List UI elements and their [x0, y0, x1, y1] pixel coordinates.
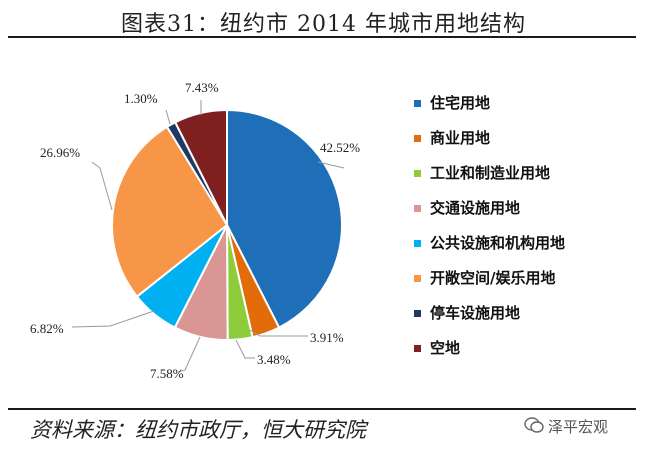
legend-swatch [414, 240, 421, 247]
data-label: 7.58% [150, 366, 184, 381]
legend-swatch [414, 100, 421, 107]
leader-line [71, 310, 155, 328]
legend-swatch [414, 275, 421, 282]
leader-line [317, 161, 345, 169]
legend-label: 空地 [430, 339, 460, 357]
data-label: 3.48% [257, 352, 291, 367]
data-labels: 42.52% 3.91% 3.48% 7.58% 6.82% 26.96% 1.30% 7.4… [30, 80, 360, 381]
legend-swatch [414, 170, 421, 177]
legend-label: 公共设施和机构用地 [430, 234, 565, 252]
legend: 住宅用地商业用地工业和制造业用地交通设施用地公共设施和机构用地开敞空间/娱乐用地… [414, 94, 565, 357]
pie-slice [226, 108, 343, 329]
legend-swatch [414, 345, 421, 352]
leader-line [91, 161, 113, 211]
data-label: 1.30% [124, 91, 158, 106]
leader-line [235, 339, 255, 359]
legend-label: 交通设施用地 [430, 199, 520, 217]
bottom-divider [8, 408, 636, 410]
leader-line [249, 329, 308, 337]
data-label: 7.43% [185, 80, 219, 95]
wechat-icon [524, 417, 544, 433]
pie-slice [173, 108, 228, 226]
data-label: 6.82% [30, 321, 64, 336]
leader-lines [71, 100, 345, 373]
pie-chart: 42.52% 3.91% 3.48% 7.58% 6.82% 26.96% 1.30% 7.4… [30, 80, 565, 381]
leader-line [177, 336, 201, 373]
chart-title: 图表31：纽约市 2014 年城市用地结构 [121, 12, 526, 37]
leader-line [165, 109, 171, 125]
top-divider [8, 36, 636, 38]
data-label: 42.52% [320, 140, 360, 155]
legend-label: 开敞空间/娱乐用地 [430, 269, 555, 287]
watermark: 泽平宏观 [548, 418, 609, 436]
legend-label: 商业用地 [430, 129, 490, 147]
source-note: 资料来源：纽约市政厅，恒大研究院 [30, 418, 366, 442]
legend-label: 住宅用地 [430, 94, 490, 112]
data-label: 3.91% [310, 330, 344, 345]
legend-swatch [414, 135, 421, 142]
data-label: 26.96% [40, 145, 80, 160]
pie-slice [111, 125, 229, 298]
legend-label: 工业和制造业用地 [430, 164, 550, 182]
legend-label: 停车设施用地 [430, 304, 520, 322]
pie-slices [111, 108, 343, 342]
legend-swatch [414, 205, 421, 212]
legend-swatch [414, 310, 421, 317]
